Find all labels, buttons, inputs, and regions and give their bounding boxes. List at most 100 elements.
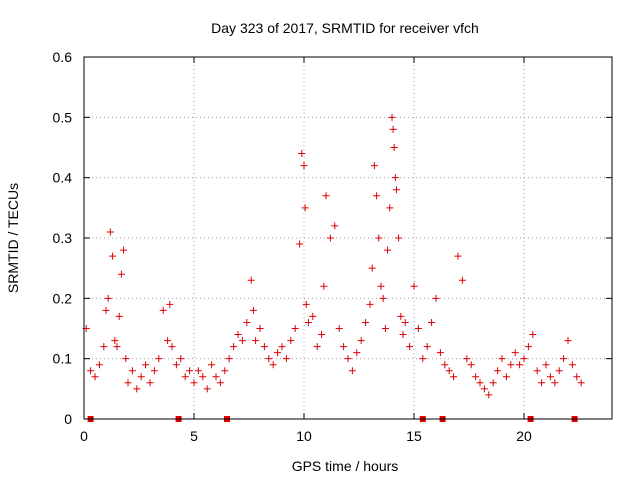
data-point [397, 312, 405, 320]
data-point [278, 343, 286, 351]
x-axis-label: GPS time / hours [292, 458, 399, 474]
data-point [335, 325, 343, 332]
y-tick-label: 0.5 [53, 109, 73, 125]
data-point [296, 240, 304, 248]
data-point [142, 361, 150, 369]
data-point [458, 276, 466, 284]
data-point [340, 343, 348, 351]
data-point [166, 300, 174, 308]
data-point [208, 361, 216, 369]
data-point [313, 343, 321, 351]
data-point [216, 379, 224, 387]
data-point [100, 343, 108, 351]
data-point [87, 367, 95, 375]
data-point [252, 337, 260, 345]
data-point [432, 294, 440, 302]
points [82, 113, 585, 399]
data-point [190, 379, 198, 387]
data-point [480, 385, 488, 393]
data-point [406, 343, 414, 351]
data-point [436, 349, 444, 357]
ticks: 0 5 10 15 20 0 0.1 0.2 0.3 0.4 0.5 0.6 [53, 49, 612, 444]
y-tick-label: 0.1 [53, 351, 73, 367]
data-point [485, 391, 493, 399]
data-point [516, 361, 524, 369]
data-point [302, 300, 310, 308]
data-point [568, 361, 576, 369]
data-point [370, 162, 378, 170]
data-point [137, 373, 145, 381]
data-point [117, 270, 125, 278]
y-tick-label: 0.6 [53, 49, 73, 65]
data-point [524, 343, 532, 351]
data-point [109, 252, 117, 260]
data-point [502, 373, 510, 381]
data-point [368, 264, 376, 272]
data-point [454, 252, 462, 260]
data-point [221, 367, 229, 375]
data-point [463, 355, 471, 363]
data-point [381, 325, 389, 332]
data-point [168, 343, 176, 351]
data-point [269, 361, 277, 369]
data-point [445, 367, 453, 375]
data-point [124, 379, 132, 387]
data-point [410, 282, 418, 290]
data-point [423, 343, 431, 351]
data-point [373, 192, 381, 200]
data-point [386, 204, 394, 212]
data-point [391, 174, 399, 182]
data-point [494, 367, 502, 375]
data-point [560, 355, 568, 363]
data-point [106, 228, 114, 236]
data-point [186, 367, 194, 375]
data-point [511, 349, 519, 357]
grid [84, 57, 612, 419]
data-point [287, 337, 295, 345]
data-point [128, 367, 136, 375]
data-point [419, 355, 427, 363]
data-point [573, 373, 581, 381]
data-point [150, 367, 158, 375]
data-point [353, 349, 361, 357]
y-tick-label: 0 [64, 411, 72, 427]
data-point [298, 150, 306, 158]
data-point [366, 300, 374, 308]
data-point [375, 234, 383, 242]
data-point [172, 361, 180, 369]
data-point [181, 373, 189, 381]
data-point [291, 325, 299, 332]
data-point [414, 325, 422, 332]
data-point [155, 355, 163, 363]
x-tick-label: 20 [516, 428, 532, 444]
data-point [538, 379, 546, 387]
data-point [542, 361, 550, 369]
data-point [507, 361, 515, 369]
data-point [476, 379, 484, 387]
data-point [489, 379, 497, 387]
data-point [384, 246, 392, 254]
x-tick-label: 5 [190, 428, 198, 444]
data-point [230, 343, 238, 351]
data-point [199, 373, 207, 381]
data-point [564, 337, 572, 345]
data-point [401, 318, 409, 326]
data-point [472, 373, 480, 381]
data-point [467, 361, 475, 369]
data-point [320, 282, 328, 290]
data-point [177, 355, 185, 363]
data-point [428, 318, 436, 326]
y-tick-label: 0.3 [53, 230, 73, 246]
data-point [300, 162, 308, 170]
data-point [389, 125, 397, 133]
data-point [377, 282, 385, 290]
data-point [301, 204, 309, 212]
data-point [212, 373, 220, 381]
data-point [159, 306, 167, 314]
y-tick-label: 0.4 [53, 170, 73, 186]
data-point [111, 337, 119, 345]
data-point [164, 337, 172, 345]
data-point [104, 294, 112, 302]
data-point [577, 379, 585, 387]
data-point [379, 294, 387, 302]
